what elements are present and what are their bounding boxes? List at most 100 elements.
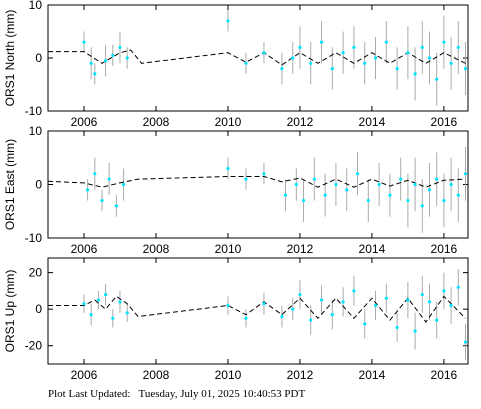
- data-point: [413, 329, 417, 333]
- data-point: [355, 172, 360, 176]
- footer: Plot Last Updated: Tuesday, July 01, 202…: [48, 388, 305, 400]
- data-point: [319, 40, 324, 44]
- data-point: [125, 56, 129, 60]
- data-point: [301, 198, 306, 203]
- data-point: [352, 289, 356, 293]
- data-point: [456, 45, 460, 50]
- data-point: [111, 316, 115, 320]
- data-point: [244, 177, 248, 181]
- data-point: [456, 285, 460, 289]
- x-tick-label: 2010: [215, 242, 242, 256]
- data-point: [262, 172, 266, 176]
- data-point: [96, 298, 100, 302]
- data-point: [226, 166, 230, 171]
- y-tick-label: -10: [25, 104, 43, 118]
- x-tick-label: 2014: [359, 368, 386, 382]
- data-point: [341, 300, 345, 304]
- x-tick-label: 2014: [359, 115, 386, 129]
- x-tick-label: 2016: [431, 242, 458, 256]
- data-point: [89, 61, 93, 65]
- model-line: [48, 295, 466, 323]
- y-tick-label: 0: [35, 302, 42, 316]
- y-tick-label: 10: [29, 0, 43, 12]
- data-point: [384, 40, 388, 44]
- data-point: [103, 59, 108, 63]
- data-point: [442, 198, 446, 203]
- x-tick-label: 2008: [143, 242, 170, 256]
- data-point: [435, 177, 439, 181]
- data-point: [420, 204, 424, 208]
- data-point: [118, 300, 122, 304]
- data-point: [427, 300, 432, 304]
- data-point: [125, 311, 129, 315]
- data-point: [118, 45, 122, 50]
- y-tick-label: -20: [25, 339, 43, 353]
- data-point: [312, 177, 316, 181]
- data-point: [427, 56, 432, 60]
- x-tick-label: 2006: [71, 242, 98, 256]
- data-point: [330, 313, 334, 317]
- y-tick-label: -10: [25, 231, 43, 245]
- data-point: [82, 302, 86, 306]
- data-point: [352, 45, 356, 50]
- data-point: [435, 77, 439, 81]
- data-point: [413, 72, 417, 76]
- x-tick-label: 2016: [431, 368, 458, 382]
- data-point: [449, 61, 453, 65]
- data-point: [377, 182, 381, 187]
- x-tick-label: 2010: [215, 368, 242, 382]
- data-point: [341, 51, 345, 55]
- x-tick-label: 2012: [287, 368, 314, 382]
- data-point: [283, 193, 288, 197]
- data-point: [395, 67, 399, 71]
- data-point: [262, 302, 266, 306]
- y-axis-label: ORS1 East (mm): [3, 139, 17, 230]
- y-tick-label: 0: [35, 51, 42, 65]
- data-point: [363, 322, 367, 326]
- data-point: [111, 53, 115, 57]
- data-point: [456, 193, 460, 197]
- data-point: [291, 56, 295, 60]
- x-tick-label: 2014: [359, 242, 386, 256]
- y-tick-label: 0: [35, 178, 42, 192]
- data-point: [363, 61, 367, 65]
- data-point: [435, 318, 439, 322]
- y-axis-label: ORS1 North (mm): [3, 10, 17, 107]
- data-point: [244, 61, 248, 65]
- data-point: [323, 193, 327, 197]
- data-point: [406, 298, 410, 302]
- data-point: [334, 182, 338, 187]
- data-point: [399, 177, 403, 181]
- data-point: [420, 45, 424, 50]
- data-point: [294, 182, 298, 187]
- data-point: [100, 198, 104, 203]
- data-point: [309, 61, 313, 65]
- data-point: [463, 172, 468, 176]
- data-point: [384, 296, 388, 300]
- data-point: [280, 314, 284, 319]
- x-tick-label: 2006: [71, 115, 98, 129]
- data-point: [406, 198, 410, 203]
- data-point: [373, 56, 378, 60]
- model-line: [47, 175, 466, 188]
- data-point: [103, 292, 108, 297]
- data-point: [298, 292, 302, 297]
- data-point: [107, 177, 111, 181]
- data-point: [442, 289, 446, 293]
- y-tick-label: 20: [29, 266, 43, 280]
- y-tick-label: 10: [29, 124, 43, 138]
- data-point: [420, 292, 424, 297]
- data-point: [93, 172, 97, 176]
- model-line: [48, 49, 466, 66]
- data-point: [330, 67, 334, 71]
- x-tick-label: 2008: [143, 368, 170, 382]
- x-tick-label: 2006: [71, 368, 98, 382]
- x-tick-label: 2012: [287, 242, 314, 256]
- data-point: [406, 51, 410, 55]
- data-point: [463, 67, 468, 71]
- x-tick-label: 2016: [431, 115, 458, 129]
- data-point: [388, 193, 392, 197]
- data-point: [114, 204, 118, 208]
- data-point: [463, 340, 468, 344]
